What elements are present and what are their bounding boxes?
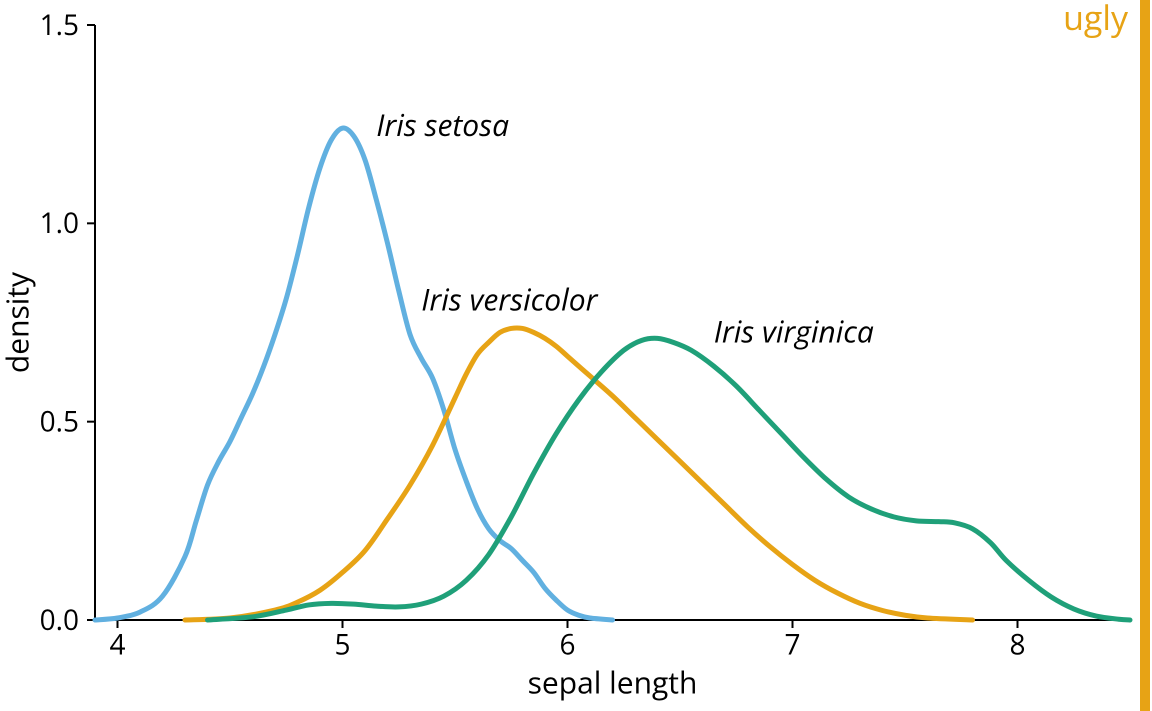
series-iris-virginica — [208, 338, 1131, 620]
series-label-iris-versicolor: Iris versicolor — [421, 279, 598, 320]
series-iris-setosa — [95, 128, 613, 620]
y-tick-label: 0.0 — [40, 601, 79, 639]
series-group — [95, 128, 1130, 620]
density-chart: 4 5 6 7 8 sepal length 0.0 0.5 1.0 1.5 density Iri… — [0, 0, 1152, 711]
y-tick-label: 0.5 — [40, 402, 79, 440]
badge-bar — [1140, 0, 1150, 711]
chart-svg: 4 5 6 7 8 sepal length 0.0 0.5 1.0 1.5 density Iri… — [0, 0, 1152, 711]
x-tick-label: 5 — [334, 626, 350, 664]
x-tick-label: 8 — [1009, 626, 1025, 664]
y-tick-label: 1.5 — [40, 6, 79, 44]
series-iris-versicolor — [185, 328, 973, 620]
x-tick-label: 6 — [559, 626, 575, 664]
labels-group: Iris setosa Iris versicolor Iris virginica — [376, 104, 874, 351]
x-tick-label: 4 — [109, 626, 125, 664]
series-label-iris-virginica: Iris virginica — [714, 310, 874, 351]
x-axis-label: sepal length — [528, 662, 698, 703]
badge-text: ugly — [1063, 0, 1129, 40]
series-label-iris-setosa: Iris setosa — [376, 104, 509, 145]
y-axis-label: density — [0, 271, 38, 373]
badge-group: ugly — [1063, 0, 1150, 711]
y-tick-label: 1.0 — [40, 204, 79, 242]
x-tick-label: 7 — [784, 626, 800, 664]
